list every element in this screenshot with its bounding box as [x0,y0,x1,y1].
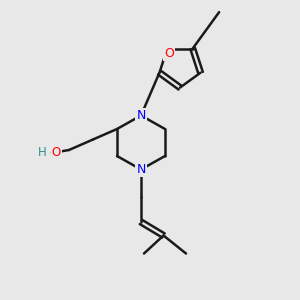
Text: N: N [136,163,146,176]
Text: O: O [52,146,61,160]
Text: O: O [164,47,174,60]
Text: N: N [136,109,146,122]
Text: H: H [38,146,46,160]
